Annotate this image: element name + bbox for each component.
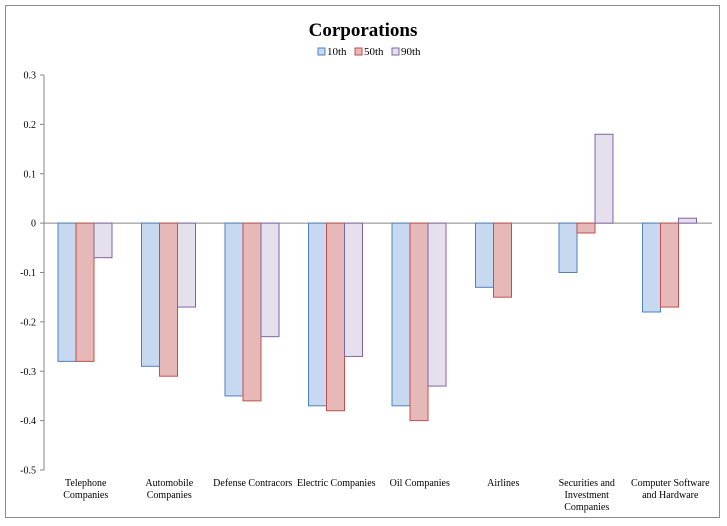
category-label: Automobile Companies: [145, 478, 193, 501]
y-tick-label: 0.1: [24, 169, 37, 180]
bar-50th-6: [576, 222, 596, 234]
bar-90th-6: [594, 133, 614, 224]
category-label-line: Securities and: [559, 478, 615, 489]
category-label-line: Automobile: [145, 478, 193, 489]
y-tick-label: 0.3: [24, 71, 37, 82]
y-tick-label: 0.2: [24, 120, 37, 131]
category-label-line: and Hardware: [642, 490, 699, 501]
bar-10th-1: [141, 222, 160, 367]
bar-90th-3: [344, 222, 363, 357]
bar-90th-1: [177, 222, 196, 308]
y-tick-label: -0.5: [20, 466, 36, 477]
category-label-line: Companies: [564, 502, 609, 513]
bar-50th-1: [159, 222, 178, 377]
category-label: Oil Companies: [390, 478, 450, 489]
category-label: Airlines: [487, 478, 519, 489]
bar-50th-0: [75, 222, 95, 362]
y-axis: 0.3 0.2 0.1 0 -0.1 -0.2 -0.3 -0.4 -0.5: [20, 71, 712, 477]
category-label-line: Oil Companies: [390, 478, 450, 489]
legend-label-50th: 50th: [364, 46, 384, 58]
bar-90th-2: [260, 222, 280, 338]
legend-swatch-50th: [354, 47, 363, 56]
bar-10th-5: [475, 222, 494, 288]
bar-10th-4: [391, 222, 411, 407]
category-label-line: Companies: [63, 490, 108, 501]
category-label: Telephone Companies: [63, 478, 108, 501]
bar-10th-7: [642, 222, 661, 313]
category-label-line: Defense Contracors: [213, 478, 292, 489]
bars: [57, 133, 697, 422]
category-label-line: Electric Companies: [297, 478, 376, 489]
legend-label-90th: 90th: [401, 46, 421, 58]
bar-10th-2: [224, 222, 244, 397]
y-tick-label: -0.1: [20, 268, 36, 279]
bar-90th-0: [93, 222, 113, 259]
y-tick-label: -0.2: [20, 317, 36, 328]
bar-50th-3: [326, 222, 345, 412]
legend-swatch-90th: [391, 47, 400, 56]
y-tick-label: -0.3: [20, 367, 36, 378]
legend: 10th 50th 90th: [317, 46, 421, 58]
bar-50th-7: [660, 222, 679, 308]
bar-50th-2: [242, 222, 262, 402]
category-label-line: Companies: [147, 490, 192, 501]
bar-10th-0: [57, 222, 77, 362]
bar-10th-3: [308, 222, 327, 407]
category-label-line: Investment: [565, 490, 610, 501]
legend-label-10th: 10th: [327, 46, 347, 58]
bar-90th-4: [427, 222, 447, 387]
category-label: Securities and Investment Companies: [559, 478, 615, 513]
chart-title: Corporations: [309, 20, 418, 41]
category-label-line: Airlines: [487, 478, 519, 489]
category-label-line: Computer Software: [631, 478, 710, 489]
category-label: Computer Software and Hardware: [631, 478, 710, 501]
bar-10th-6: [558, 222, 578, 273]
category-label: Electric Companies: [297, 478, 376, 489]
category-label: Defense Contracors: [213, 478, 292, 489]
bar-50th-4: [409, 222, 429, 422]
y-tick-label: -0.4: [20, 416, 36, 427]
category-label-line: Telephone: [65, 478, 107, 489]
bar-90th-7: [678, 217, 697, 224]
legend-swatch-10th: [317, 47, 326, 56]
bar-50th-5: [493, 222, 512, 298]
y-tick-label: 0: [31, 219, 36, 230]
